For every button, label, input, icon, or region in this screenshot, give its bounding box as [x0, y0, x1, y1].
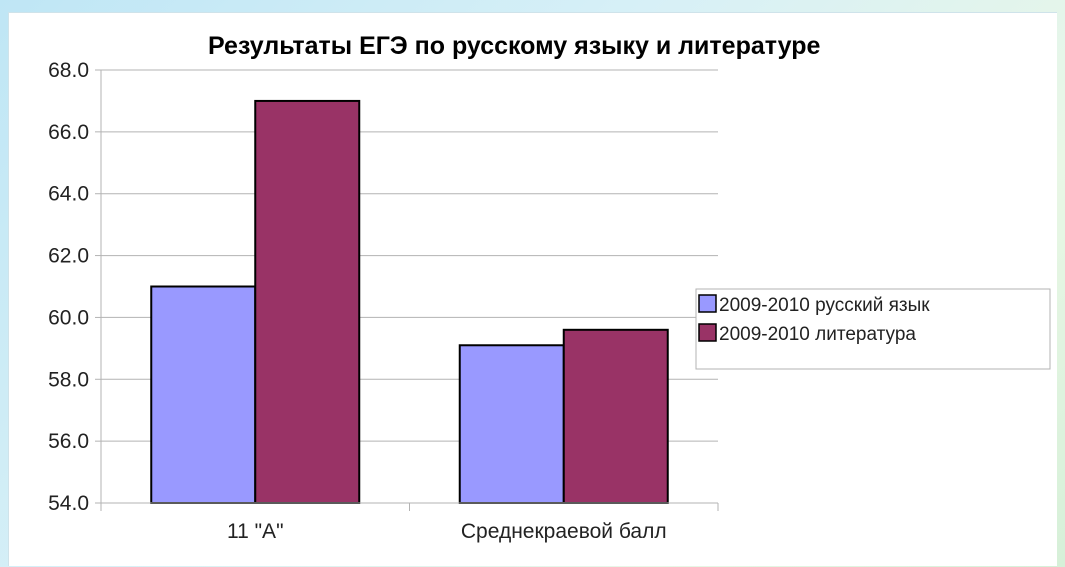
- legend-label: 2009-2010 русский язык: [719, 295, 930, 316]
- y-tick-label: 66.0: [48, 121, 89, 144]
- y-tick-label: 68.0: [48, 59, 89, 82]
- bar: [562, 328, 669, 504]
- legend: 2009-2010 русский язык 2009-2010 литерату…: [695, 288, 1051, 370]
- bar: [458, 344, 565, 504]
- y-tick-label: 64.0: [48, 183, 89, 206]
- y-tick-label: 62.0: [48, 245, 89, 268]
- y-tick-label: 58.0: [48, 368, 89, 391]
- y-tick-label: 60.0: [48, 306, 89, 329]
- bar: [254, 99, 361, 505]
- legend-label: 2009-2010 литература: [719, 324, 916, 345]
- legend-swatch: [698, 294, 717, 313]
- legend-box: [695, 288, 1051, 370]
- bar: [150, 285, 257, 504]
- x-tick-label: Среднекраевой балл: [461, 520, 667, 543]
- legend-swatch: [698, 323, 717, 342]
- chart-title: Результаты ЕГЭ по русскому языку и литер…: [208, 32, 820, 60]
- axes: 54.0 56.0 58.0 60.0 62.0 64.0 66.0 68.0 11 "А" Ср…: [48, 59, 719, 543]
- y-tick-label: 54.0: [48, 492, 89, 515]
- bars: [150, 99, 669, 505]
- y-tick-label: 56.0: [48, 430, 89, 453]
- x-tick-label: 11 "А": [227, 520, 284, 543]
